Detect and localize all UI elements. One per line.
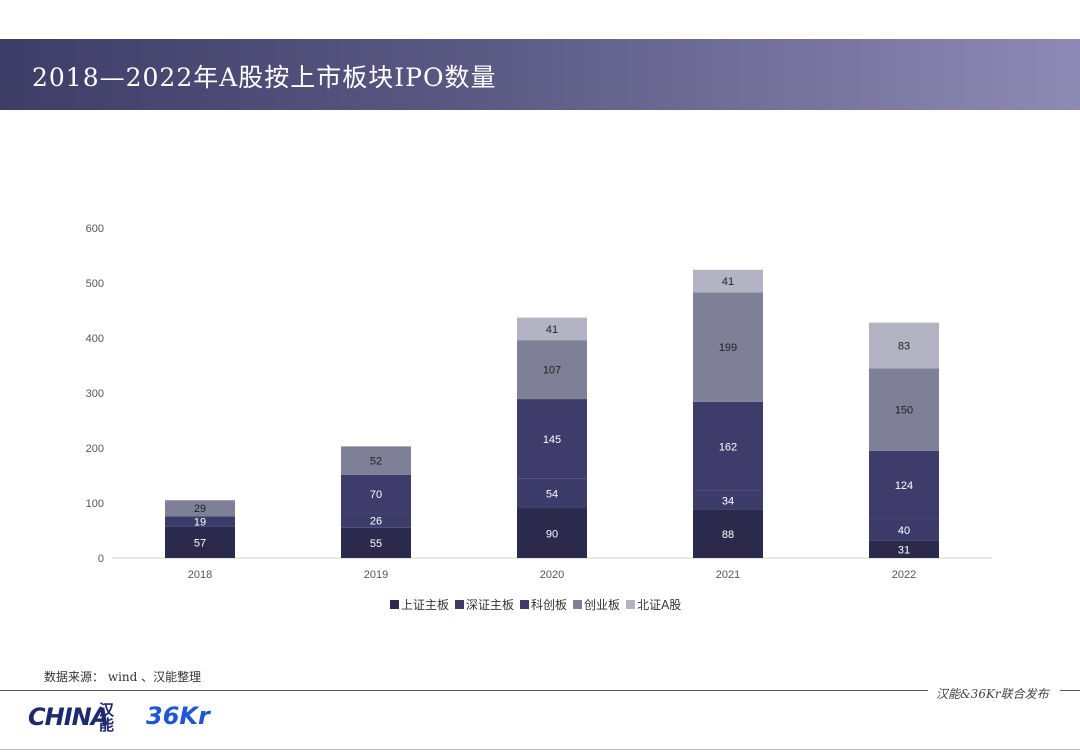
bar-segment [869,322,939,369]
data-label: 124 [895,480,913,492]
legend-swatch [390,600,399,609]
bar-segment [869,540,939,558]
bar-segment [693,509,763,558]
x-tick-label: 2021 [716,569,740,581]
bar-segment [341,513,411,528]
chart-legend: 上证主板 深证主板 科创板 创业板 北证A股 [390,596,681,613]
data-label: 29 [194,503,206,515]
bar-segment [165,500,235,517]
data-label: 26 [370,516,382,528]
legend-label: 科创板 [531,598,568,612]
bar-segment [693,490,763,510]
data-label: 199 [719,342,737,354]
footer-divider [0,690,1080,691]
x-tick-label: 2018 [188,569,212,581]
bar-segment [341,446,411,475]
data-label: 150 [895,405,913,417]
footer-publisher: 汉能&36Kr联合发布 [936,687,1049,701]
hina-logo: CHINA [28,703,110,731]
bar-segment [693,269,763,293]
data-label: 107 [543,365,561,377]
bar-segment [165,526,235,558]
bar-segment [869,368,939,451]
y-tick-label: 300 [86,388,104,400]
y-tick-label: 500 [86,278,104,290]
data-label: 54 [546,489,558,501]
data-label: 88 [722,529,734,541]
data-label: 145 [543,434,561,446]
y-tick-label: 100 [86,498,104,510]
footer-divider-gap [928,684,1060,696]
bar-segment [165,516,235,527]
legend-item: 上证主板 [390,596,449,613]
bar-segment [869,518,939,541]
data-label: 31 [898,544,910,556]
36kr-logo: 36Kr [146,702,210,730]
bar-segment [341,527,411,558]
legend-label: 创业板 [584,598,621,612]
hina-logo-text: HINA [44,703,110,731]
data-label: 52 [370,456,382,468]
data-label: 162 [719,441,737,453]
legend-swatch [573,600,583,609]
legend-item: 科创板 [520,596,567,613]
y-tick-label: 400 [86,333,104,345]
bar-segment [517,508,587,558]
bar-segment [517,317,587,341]
legend-label: 北证A股 [637,598,682,612]
legend-item: 创业板 [573,596,620,613]
data-source-note: 数据来源： wind 、汉能整理 [44,670,202,684]
bar-segment [869,450,939,519]
data-label: 57 [194,537,206,549]
legend-label: 上证主板 [401,598,450,612]
data-label: 40 [898,525,910,537]
legend-label: 深证主板 [466,598,515,612]
legend-swatch [626,600,636,609]
data-label: 55 [370,538,382,550]
y-tick-label: 200 [86,443,104,455]
y-tick-label: 600 [86,223,104,235]
bar-segment [517,399,587,479]
data-label: 34 [722,495,734,507]
page-title: 2018—2022年A股按上市板块IPO数量 [32,63,497,92]
legend-swatch [520,600,530,609]
x-tick-label: 2020 [540,569,564,581]
x-tick-label: 2022 [892,569,916,581]
bar-segment [341,474,411,514]
legend-item: 深证主板 [455,596,514,613]
data-label: 19 [194,516,206,528]
bar-segment [693,292,763,402]
y-tick-label: 0 [98,553,104,565]
x-tick-label: 2019 [364,569,388,581]
legend-item: 北证A股 [626,596,681,613]
bar-segment [517,478,587,509]
bottom-border [0,749,1080,750]
hina-logo-mark: 汉能 [99,701,115,734]
data-label: 41 [722,276,734,288]
bar-segment [517,340,587,400]
data-label: 41 [546,324,558,336]
legend-swatch [455,600,465,609]
data-label: 90 [546,528,558,540]
data-label: 83 [898,340,910,352]
header-band [0,39,1080,110]
bar-segment [693,401,763,491]
data-label: 70 [370,489,382,501]
